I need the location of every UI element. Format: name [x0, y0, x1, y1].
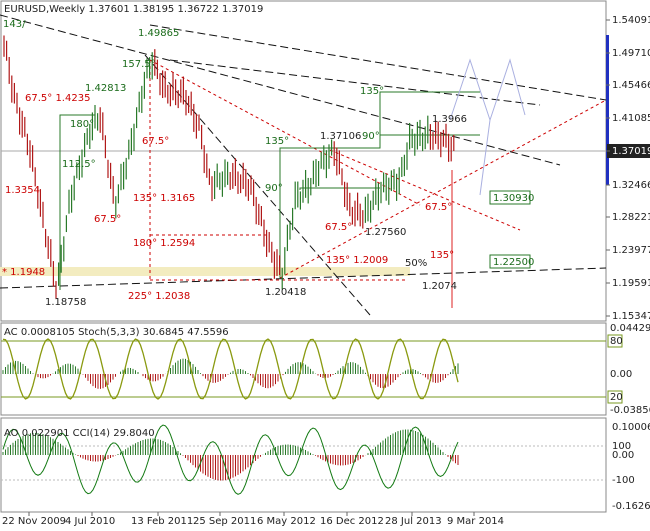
annotation: 67.5°: [94, 214, 121, 225]
annotation: 180° 1.2594: [133, 238, 195, 249]
annotation: 1.2074: [422, 281, 457, 292]
price-label: 1.41085: [612, 113, 650, 124]
annotation: 1.42813: [85, 83, 126, 94]
annotation: 135° 1.2009: [326, 255, 388, 266]
label-box: [489, 254, 531, 269]
stoch-line: [2, 338, 459, 400]
annotation: 225° 1.2038: [128, 291, 190, 302]
ao-axis-label: -100: [612, 475, 635, 486]
cci-line: [2, 424, 459, 495]
oscillators: [2, 338, 459, 495]
date-label: 22 Nov 2009: [2, 516, 66, 527]
price-label: 1.49710: [612, 48, 650, 59]
annotation: 50%: [405, 258, 427, 269]
ac-axis-label: 80: [610, 336, 623, 347]
annotation: 67.5°: [425, 202, 452, 213]
ao-axis-label: -0.162699: [612, 501, 650, 512]
axes: 1.54091 1.49710 1.45466 1.41085 1.37019 1.324…: [2, 15, 650, 527]
ac-axis-label: 20: [610, 392, 623, 403]
price-label: 1.45466: [612, 80, 650, 91]
ao-axis-label: 0.100061: [612, 422, 650, 433]
price-label: 1.28221: [612, 212, 650, 223]
ac-title: AC 0.0008105 Stoch(5,3,3) 30.6845 47.559…: [4, 327, 229, 338]
price-label: 1.54091: [612, 15, 650, 26]
date-label: 6 May 2012: [257, 516, 316, 527]
annotation: 143/: [3, 19, 26, 30]
ao-axis-label: 0.00: [612, 450, 634, 461]
annotation: 135°: [360, 86, 384, 97]
annotation: 67.5° 1.4235: [25, 93, 90, 104]
level-box: [607, 390, 623, 404]
annotation: * 1.1948: [2, 267, 45, 278]
ac-axis-label: -0.038569: [610, 405, 650, 416]
annotation: 180°: [70, 119, 94, 130]
boxed-label: 1.22500: [493, 257, 534, 268]
projection: [449, 58, 491, 196]
ac-axis-label: 0.00: [610, 369, 632, 380]
projection: [489, 58, 526, 121]
price-label: 1.37019: [612, 146, 650, 157]
annotation: 157.5°: [122, 59, 156, 70]
annotation: 90°: [362, 131, 380, 142]
annotation: 135°: [430, 250, 454, 261]
price-label: 1.19591: [612, 278, 650, 289]
annotation: 67.5°: [325, 222, 352, 233]
date-label: 16 Dec 2012: [320, 516, 384, 527]
date-label: 28 Jul 2013: [385, 516, 442, 527]
annotation: 135°: [265, 136, 289, 147]
date-label: 25 Sep 2011: [193, 516, 256, 527]
ac-axis-label: 0.044294: [610, 323, 650, 334]
ao-axis-label: 100: [612, 441, 631, 452]
annotation: 67.5°: [142, 136, 169, 147]
red-lines: [149, 59, 607, 308]
annotation: 90°: [265, 183, 283, 194]
annotation: 1.49865: [138, 28, 179, 39]
annotation: 112.5°: [62, 159, 96, 170]
header: EURUSD,Weekly 1.37601 1.38195 1.36722 1.…: [4, 4, 263, 15]
price-bars: [3, 35, 455, 299]
annotation: 1.27560: [365, 227, 406, 238]
level-box: [607, 334, 623, 348]
ao-title: AO 0.022901 CCI(14) 29.8040: [4, 428, 155, 439]
date-label: 13 Feb 2011: [131, 516, 193, 527]
support-zone: [0, 267, 410, 276]
trendlines: [0, 14, 607, 316]
scroll-indicator: [606, 35, 609, 185]
price-label: 1.15347: [612, 311, 650, 322]
annotation: 1.37106: [320, 131, 361, 142]
boxed-label: 1.30930: [493, 193, 534, 204]
annotation: 1.3966: [432, 114, 467, 125]
label-box: [489, 190, 531, 205]
annotation: 1.3354: [5, 185, 40, 196]
annotation: 135° 1.3165: [133, 193, 195, 204]
annotation: 1.18758: [45, 297, 86, 308]
current-price-box: [607, 144, 650, 158]
price-label: 1.23977: [612, 245, 650, 256]
date-label: 9 Mar 2014: [447, 516, 504, 527]
annotation: 1.20418: [265, 287, 306, 298]
date-label: 4 Jul 2010: [65, 516, 115, 527]
price-label: 1.32466: [612, 180, 650, 191]
